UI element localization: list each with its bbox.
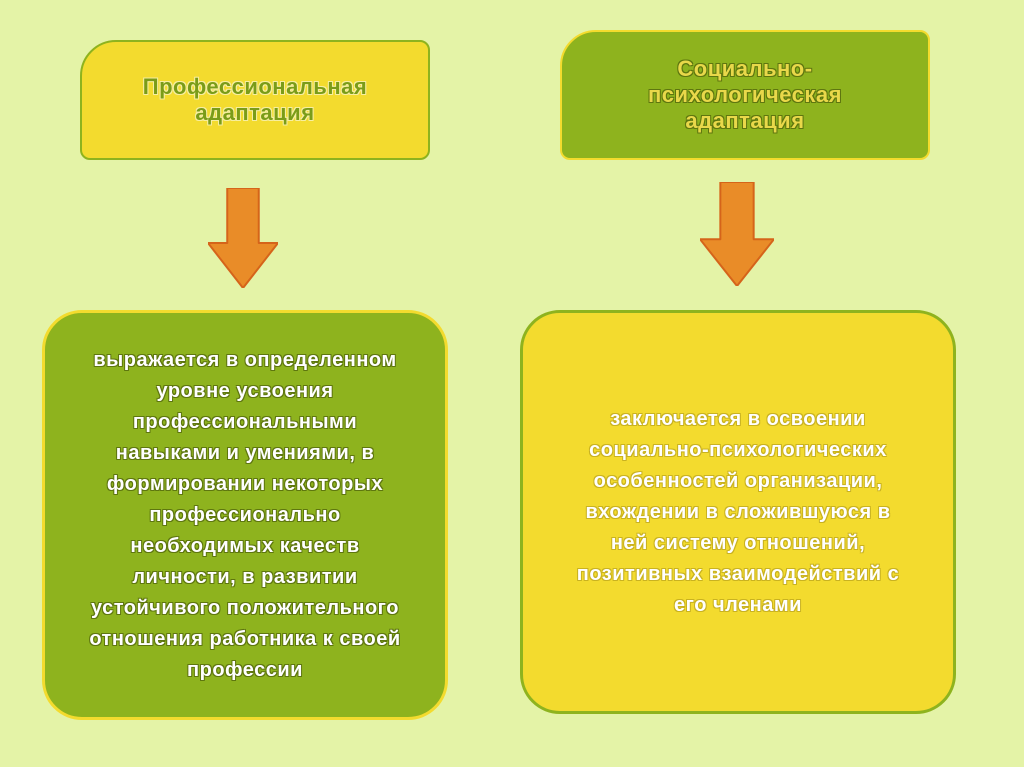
top-right-text: Социально- психологическая адаптация [648,56,842,134]
bottom-right-text: заключается в освоении социально-психоло… [577,404,899,621]
top-right-box: Социально- психологическая адаптация [560,30,930,160]
arrow-left [208,188,278,288]
bottom-left-box: выражается в определенном уровне усвоени… [42,310,448,720]
bottom-left-text: выражается в определенном уровне усвоени… [89,345,400,686]
top-left-text: Профессиональная адаптация [143,74,367,126]
arrow-right [700,182,774,286]
top-left-box: Профессиональная адаптация [80,40,430,160]
bottom-right-box: заключается в освоении социально-психоло… [520,310,956,714]
